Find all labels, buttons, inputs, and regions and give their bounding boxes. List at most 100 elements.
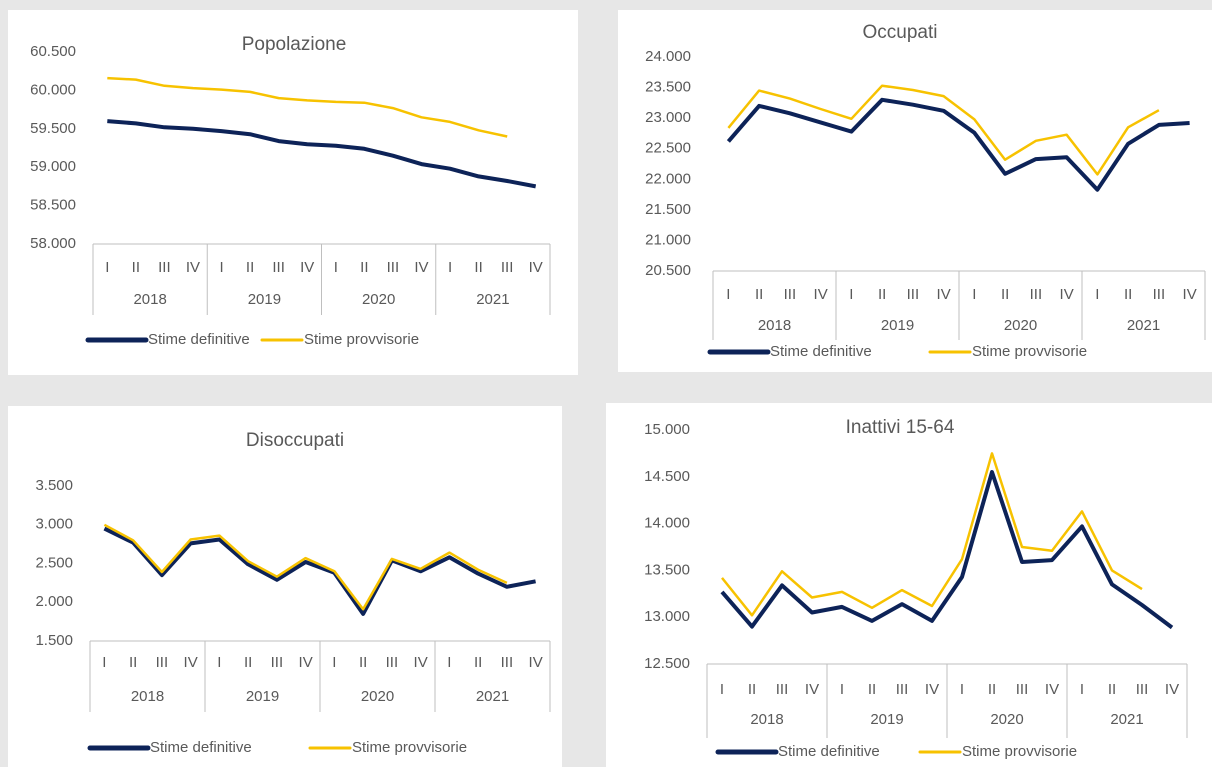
- series-line: [720, 470, 1174, 630]
- x-tick-label: III: [1136, 681, 1149, 698]
- x-tick-label: I: [840, 681, 844, 698]
- x-tick-label: I: [1095, 286, 1099, 303]
- year-label: 2020: [990, 711, 1023, 728]
- y-tick-label: 21.000: [645, 231, 691, 248]
- x-tick-label: IV: [1060, 286, 1074, 303]
- x-tick-label: I: [217, 654, 221, 671]
- y-tick-label: 12.500: [644, 655, 690, 672]
- y-tick-label: 58.000: [30, 235, 76, 252]
- series-line: [726, 97, 1190, 192]
- y-tick-label: 15.000: [644, 421, 690, 438]
- x-tick-label: II: [360, 259, 368, 276]
- year-label: 2019: [248, 291, 281, 308]
- y-tick-label: 3.500: [35, 477, 73, 494]
- x-tick-label: III: [158, 259, 171, 276]
- chart-title: Disoccupati: [246, 430, 344, 451]
- x-tick-label: II: [878, 286, 886, 303]
- y-tick-label: 2.000: [35, 593, 73, 610]
- x-tick-label: III: [1030, 286, 1043, 303]
- series-line: [107, 119, 537, 189]
- x-tick-label: I: [334, 259, 338, 276]
- x-tick-label: II: [474, 259, 482, 276]
- chart-title: Inattivi 15-64: [846, 417, 955, 438]
- year-label: 2020: [361, 688, 394, 705]
- x-tick-label: II: [129, 654, 137, 671]
- x-tick-label: IV: [814, 286, 828, 303]
- x-tick-label: I: [720, 681, 724, 698]
- y-tick-label: 13.000: [644, 608, 690, 625]
- legend-label: Stime definitive: [770, 343, 872, 360]
- x-tick-label: II: [132, 259, 140, 276]
- year-label: 2019: [881, 317, 914, 334]
- x-tick-label: IV: [184, 654, 198, 671]
- x-tick-label: II: [474, 654, 482, 671]
- x-tick-label: III: [784, 286, 797, 303]
- y-tick-label: 20.500: [645, 262, 691, 279]
- year-label: 2018: [131, 688, 164, 705]
- year-label: 2021: [1110, 711, 1143, 728]
- y-tick-label: 14.000: [644, 515, 690, 532]
- x-tick-label: II: [244, 654, 252, 671]
- x-tick-label: III: [907, 286, 920, 303]
- y-tick-label: 23.500: [645, 79, 691, 96]
- legend-label: Stime provvisorie: [352, 739, 467, 756]
- x-tick-label: I: [1080, 681, 1084, 698]
- series-line: [107, 76, 508, 138]
- x-tick-label: II: [1001, 286, 1009, 303]
- y-tick-label: 21.500: [645, 201, 691, 218]
- year-label: 2018: [133, 291, 166, 308]
- x-tick-label: III: [501, 259, 514, 276]
- year-label: 2019: [870, 711, 903, 728]
- year-label: 2021: [476, 688, 509, 705]
- y-tick-label: 59.000: [30, 158, 76, 175]
- x-tick-label: II: [359, 654, 367, 671]
- x-tick-label: II: [755, 286, 763, 303]
- x-tick-label: I: [849, 286, 853, 303]
- y-tick-label: 22.500: [645, 140, 691, 157]
- chart-title: Occupati: [863, 22, 938, 43]
- series-line: [103, 526, 536, 616]
- chart-title: Popolazione: [242, 34, 347, 55]
- year-label: 2018: [758, 317, 791, 334]
- chart-panel: Inattivi 15-64 12.500 13.000 13.500 14.000 14…: [606, 403, 1212, 767]
- chart-panel: Occupati 20.500 21.000 21.500 22.000 22.500 23…: [618, 10, 1212, 372]
- x-tick-label: I: [726, 286, 730, 303]
- x-tick-label: IV: [300, 259, 314, 276]
- x-tick-label: I: [105, 259, 109, 276]
- legend-label: Stime provvisorie: [972, 343, 1087, 360]
- x-tick-label: III: [501, 654, 514, 671]
- x-tick-label: III: [386, 654, 399, 671]
- legend-label: Stime definitive: [148, 331, 250, 348]
- year-label: 2020: [362, 291, 395, 308]
- x-tick-label: III: [776, 681, 789, 698]
- x-tick-label: I: [332, 654, 336, 671]
- x-tick-label: IV: [1045, 681, 1059, 698]
- y-tick-label: 2.500: [35, 554, 73, 571]
- legend-label: Stime definitive: [778, 743, 880, 760]
- x-tick-label: III: [156, 654, 169, 671]
- y-tick-label: 59.500: [30, 120, 76, 137]
- x-tick-label: I: [448, 259, 452, 276]
- x-tick-label: IV: [925, 681, 939, 698]
- x-tick-label: IV: [299, 654, 313, 671]
- legend-label: Stime definitive: [150, 739, 252, 756]
- x-tick-label: IV: [1165, 681, 1179, 698]
- legend-label: Stime provvisorie: [962, 743, 1077, 760]
- x-tick-label: IV: [1183, 286, 1197, 303]
- y-tick-label: 58.500: [30, 197, 76, 214]
- x-tick-label: IV: [805, 681, 819, 698]
- year-label: 2019: [246, 688, 279, 705]
- y-tick-label: 1.500: [35, 632, 73, 649]
- series-line: [727, 84, 1160, 176]
- panel-background: [8, 10, 578, 375]
- y-tick-label: 13.500: [644, 561, 690, 578]
- year-label: 2020: [1004, 317, 1037, 334]
- x-tick-label: IV: [529, 259, 543, 276]
- y-tick-label: 22.000: [645, 170, 691, 187]
- x-tick-label: I: [972, 286, 976, 303]
- x-tick-label: II: [1124, 286, 1132, 303]
- year-label: 2021: [1127, 317, 1160, 334]
- legend-label: Stime provvisorie: [304, 331, 419, 348]
